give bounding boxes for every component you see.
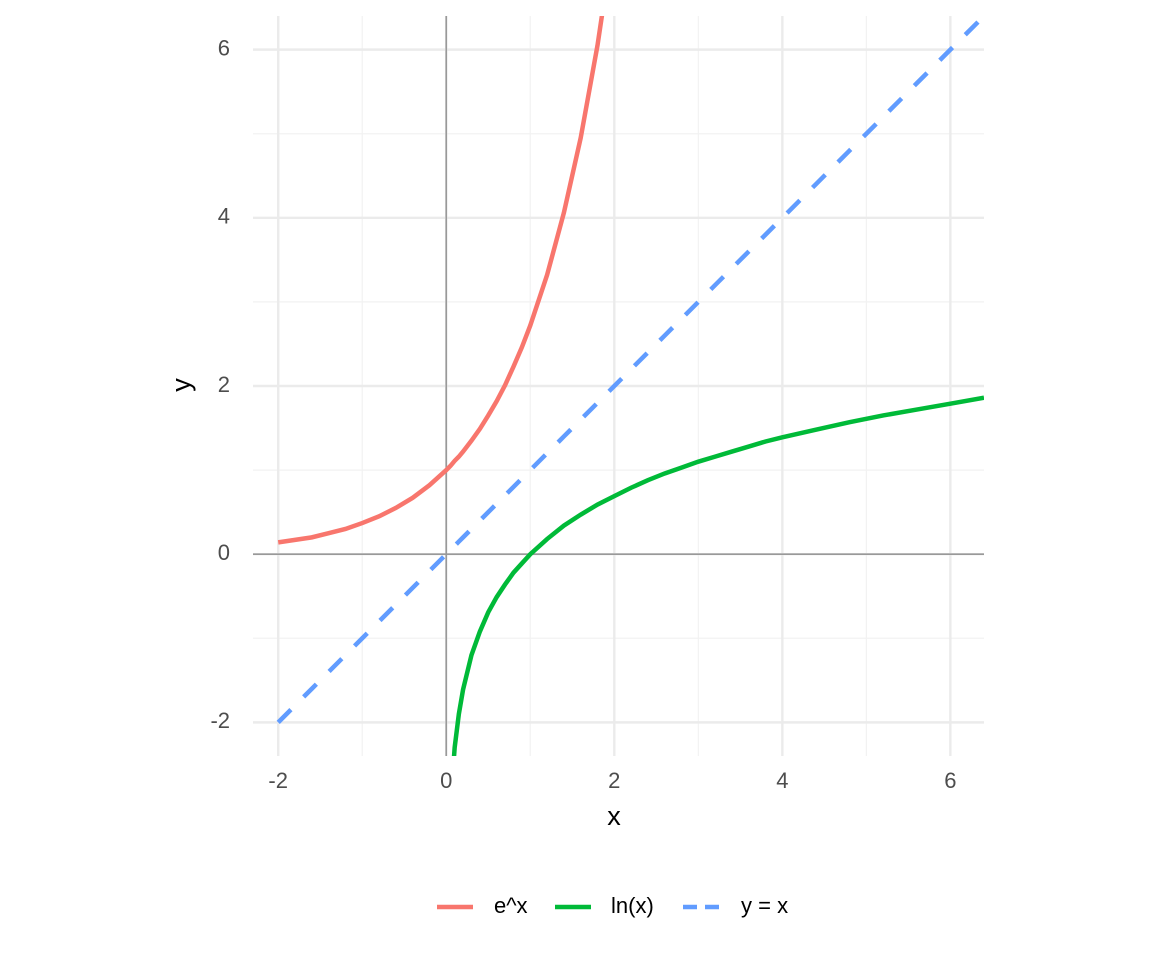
x-tick-label: 2 xyxy=(608,768,620,793)
x-axis-title: x xyxy=(607,801,621,831)
legend-label: e^x xyxy=(494,893,528,918)
y-tick-label: 6 xyxy=(218,35,230,60)
series-line xyxy=(276,16,984,724)
y-tick-label: 0 xyxy=(218,540,230,565)
x-tick-label: 4 xyxy=(776,768,788,793)
y-tick-label: 2 xyxy=(218,372,230,397)
x-tick-label: 6 xyxy=(944,768,956,793)
x-tick-label: 0 xyxy=(440,768,452,793)
y-axis-title: y xyxy=(166,378,196,392)
x-tick-label: -2 xyxy=(268,768,288,793)
series-line xyxy=(277,16,605,545)
plot-area xyxy=(276,16,984,756)
legend-label: y = x xyxy=(741,893,788,918)
legend-label: ln(x) xyxy=(611,893,654,918)
series-line xyxy=(451,395,984,756)
y-tick-label: 4 xyxy=(218,204,230,229)
y-tick-label: -2 xyxy=(210,708,230,733)
